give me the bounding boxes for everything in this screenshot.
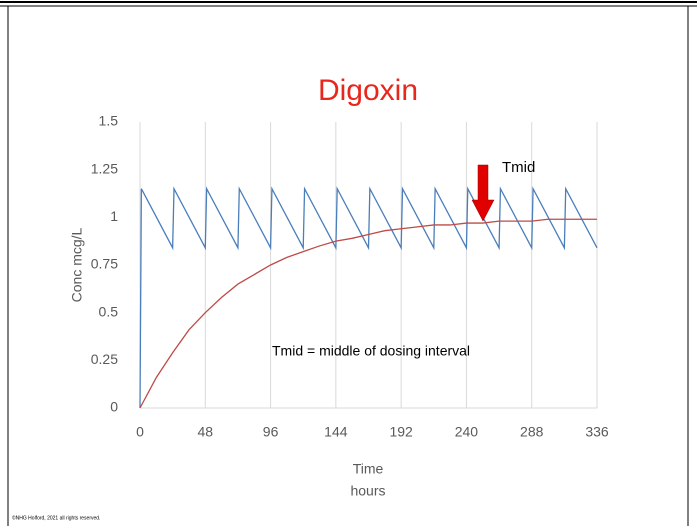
x-tick-label: 192: [389, 424, 413, 440]
x-tick-label: 336: [585, 424, 609, 440]
x-tick-label: 288: [520, 424, 544, 440]
y-tick-label: 1.25: [91, 160, 118, 176]
y-tick-label: 0.25: [91, 351, 118, 367]
x-tick-label: 240: [455, 424, 479, 440]
footer: ©NHG Holford, 2021 all rights reserved.: [12, 514, 100, 521]
y-axis-label: Conc mcg/L: [69, 227, 85, 302]
plot: 0 48 96 144 192 240 288 336 0 0.25 0.5 0.75 1 1.25 1.5: [91, 113, 609, 440]
y-tick-label: 0: [110, 399, 118, 415]
arrow: [471, 164, 495, 222]
annotation: Tmid: [502, 159, 535, 176]
data-line: [139, 218, 597, 409]
chart-title: Digoxin: [318, 74, 418, 107]
y-tick-label: 1.5: [99, 113, 119, 129]
x-tick-label: 96: [263, 424, 279, 440]
x-tick-label: 48: [197, 424, 213, 440]
y-tick-label: 0.5: [99, 303, 119, 319]
y-tick-label: 0.75: [91, 256, 118, 272]
annotation: Tmid = middle of dosing interval: [272, 343, 470, 359]
data-line: [139, 186, 598, 409]
x-tick-label: 144: [324, 424, 348, 440]
y-tick-label: 1: [110, 208, 118, 224]
x-axis-label: hours: [350, 483, 385, 499]
x-axis-label: Time: [353, 461, 384, 477]
x-tick-label: 0: [136, 424, 144, 440]
